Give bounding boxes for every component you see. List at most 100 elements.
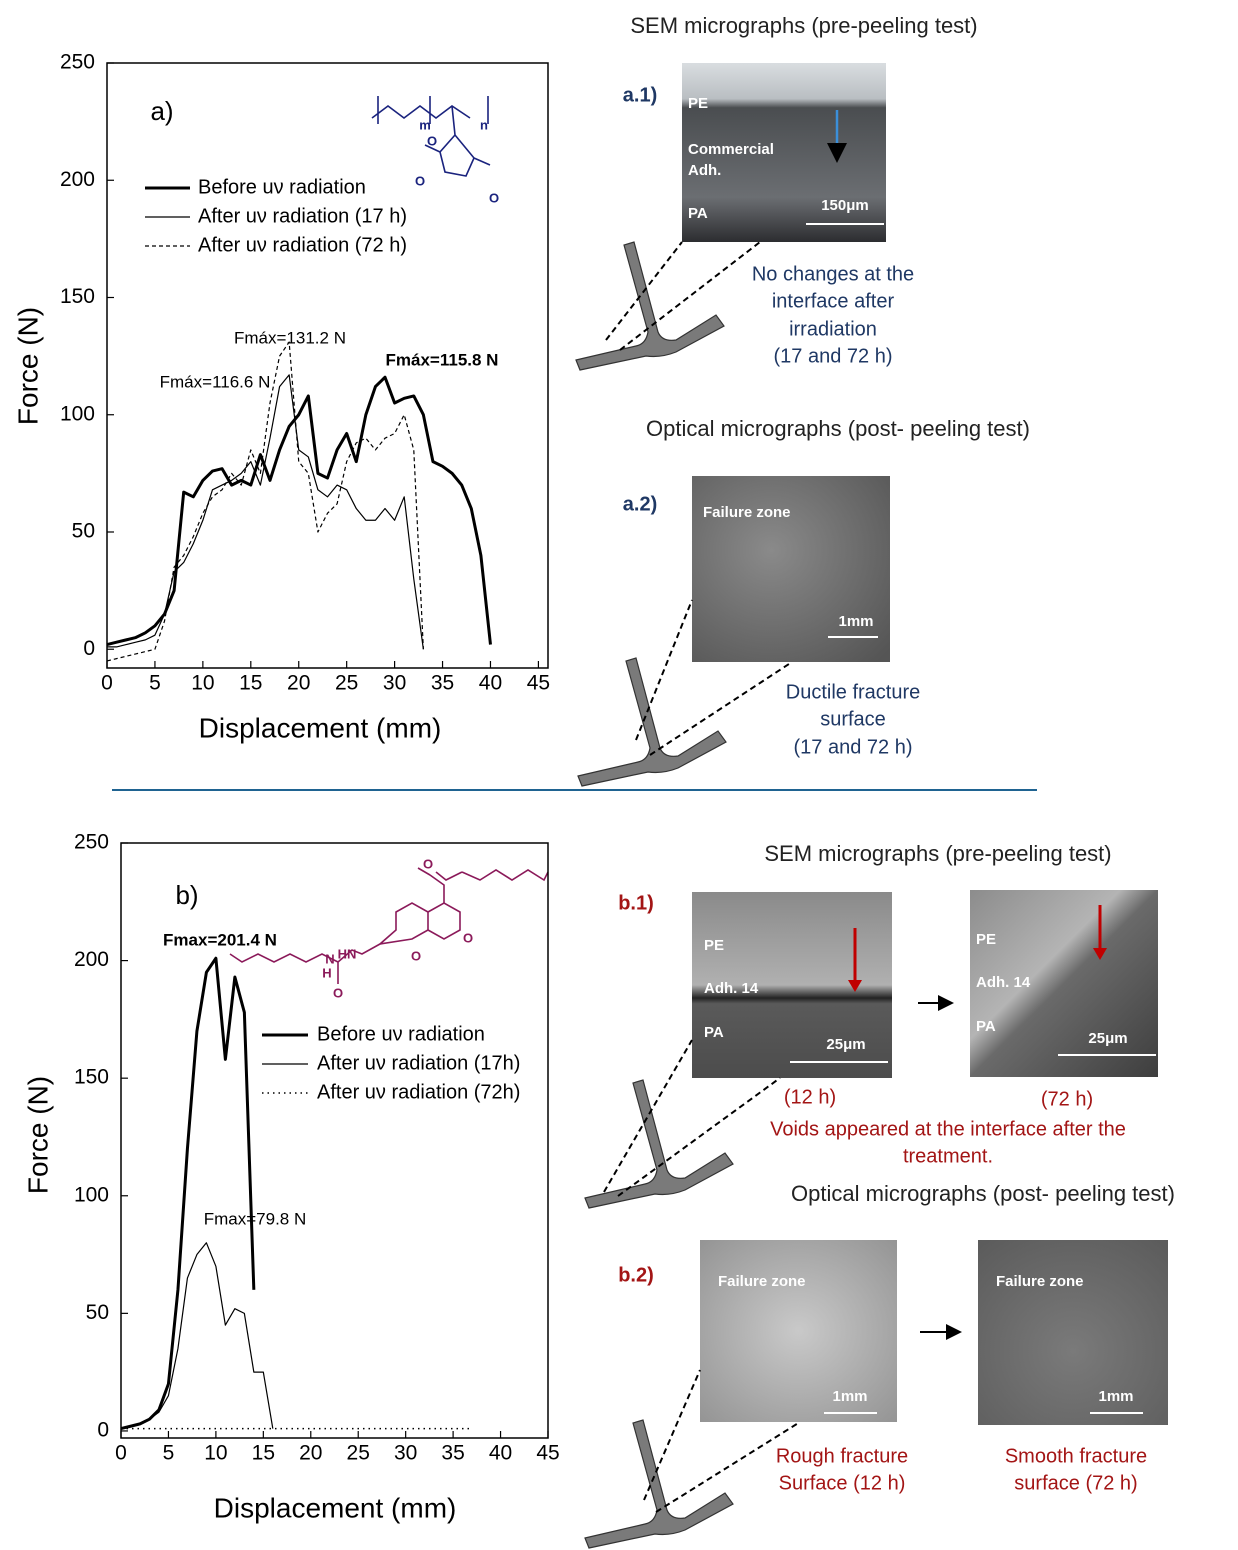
structure-atom: n xyxy=(480,117,488,132)
image-label: Adh. 14 xyxy=(976,974,1031,991)
panel-tag: b.1) xyxy=(618,892,654,914)
peel-schematic xyxy=(585,1420,733,1548)
panel-tag: a.2) xyxy=(623,493,657,515)
image-label: PE xyxy=(688,95,708,112)
scale-label: 1mm xyxy=(1098,1388,1133,1405)
structure-atom: H xyxy=(322,965,331,980)
structure-atom: O xyxy=(333,985,343,1000)
note: surface xyxy=(820,708,886,730)
scale-label: 1mm xyxy=(838,613,873,630)
caption: (72 h) xyxy=(1041,1088,1093,1110)
section-title: Optical micrographs (post- peeling test) xyxy=(791,1181,1175,1206)
y-tick-label: 50 xyxy=(72,520,95,543)
y-tick-label: 0 xyxy=(83,637,95,660)
structure-atom: O xyxy=(489,190,499,205)
x-tick-label: 35 xyxy=(441,1442,464,1465)
image-label: Failure zone xyxy=(996,1273,1084,1290)
zoom-line xyxy=(644,1370,700,1500)
x-tick-label: 15 xyxy=(252,1442,275,1465)
x-tick-label: 25 xyxy=(335,672,358,695)
scale-label: 25μm xyxy=(826,1036,865,1053)
note: Ductile fracture xyxy=(786,681,921,703)
x-tick-label: 20 xyxy=(299,1442,322,1465)
structure-atom: N xyxy=(325,951,334,966)
x-tick-label: 0 xyxy=(101,672,113,695)
x-tick-label: 15 xyxy=(239,672,262,695)
structure-atom: O xyxy=(411,948,421,963)
x-tick-label: 40 xyxy=(489,1442,512,1465)
annotation: Fmáx=115.8 N xyxy=(386,350,499,369)
zoom-line xyxy=(606,242,682,340)
image-label: PE xyxy=(976,931,996,948)
image-label: Adh. 14 xyxy=(704,980,759,997)
y-tick-label: 0 xyxy=(97,1418,109,1441)
note: irradiation xyxy=(789,318,877,340)
section-title: SEM micrographs (pre-peeling test) xyxy=(764,841,1111,866)
note: (17 and 72 h) xyxy=(774,345,893,367)
x-tick-label: 10 xyxy=(191,672,214,695)
y-tick-label: 150 xyxy=(60,285,95,308)
image-label: PA xyxy=(704,1024,724,1041)
image-label: PA xyxy=(688,205,708,222)
page: SEM micrographs (pre-peeling test) a.1) … xyxy=(0,0,1238,1550)
legend-label: After uν radiation (17h) xyxy=(317,1052,520,1074)
zoom-line xyxy=(636,600,692,740)
image-label: Failure zone xyxy=(718,1273,806,1290)
y-axis-label: Force (N) xyxy=(22,1076,53,1194)
y-tick-label: 50 xyxy=(86,1301,109,1324)
annotation: Fmax=79.8 N xyxy=(204,1209,307,1228)
legend-label: Before uν radiation xyxy=(198,176,366,198)
structure-b xyxy=(230,868,548,984)
peel-schematic xyxy=(576,242,724,370)
x-tick-label: 25 xyxy=(347,1442,370,1465)
optical-image xyxy=(978,1240,1168,1425)
x-tick-label: 30 xyxy=(394,1442,417,1465)
note: treatment. xyxy=(903,1145,993,1167)
structure-atom: O xyxy=(415,173,425,188)
series-line xyxy=(107,377,490,644)
y-tick-label: 200 xyxy=(60,168,95,191)
series-line xyxy=(121,958,254,1428)
note: interface after xyxy=(772,290,895,312)
legend-label: After uν radiation (72h) xyxy=(317,1081,520,1103)
x-tick-label: 45 xyxy=(536,1442,559,1465)
x-tick-label: 10 xyxy=(204,1442,227,1465)
x-axis-label: Displacement (mm) xyxy=(199,712,442,743)
y-tick-label: 100 xyxy=(74,1183,109,1206)
scale-label: 1mm xyxy=(832,1388,867,1405)
y-tick-label: 250 xyxy=(74,831,109,854)
y-axis-label: Force (N) xyxy=(12,307,43,425)
annotation: Fmax=201.4 N xyxy=(163,930,277,949)
note: No changes at the xyxy=(752,263,914,285)
note: (17 and 72 h) xyxy=(794,736,913,758)
image-label: PE xyxy=(704,937,724,954)
x-tick-label: 20 xyxy=(287,672,310,695)
annotation: Fmáx=116.6 N xyxy=(160,372,271,391)
structure-atom: O xyxy=(423,856,433,871)
x-axis-label: Displacement (mm) xyxy=(214,1492,457,1523)
y-tick-label: 100 xyxy=(60,402,95,425)
x-tick-label: 40 xyxy=(479,672,502,695)
scale-label: 25μm xyxy=(1088,1030,1127,1047)
note: Voids appeared at the interface after th… xyxy=(770,1118,1126,1140)
peel-schematic xyxy=(578,658,726,786)
annotation: Fmáx=131.2 N xyxy=(234,328,346,347)
figure: SEM micrographs (pre-peeling test) a.1) … xyxy=(0,0,1238,1550)
panel-tag: b.2) xyxy=(618,1264,654,1286)
image-label: Commercial xyxy=(688,141,774,158)
y-tick-label: 200 xyxy=(74,948,109,971)
y-tick-label: 250 xyxy=(60,51,95,74)
note: Surface (12 h) xyxy=(779,1472,906,1494)
panel-label: b) xyxy=(175,880,198,910)
image-label: Failure zone xyxy=(703,504,791,521)
y-tick-label: 150 xyxy=(74,1066,109,1089)
legend-label: After uν radiation (72 h) xyxy=(198,234,407,256)
note: surface (72 h) xyxy=(1014,1472,1137,1494)
x-tick-label: 5 xyxy=(163,1442,175,1465)
structure-atom: HN xyxy=(338,946,357,961)
x-tick-label: 45 xyxy=(527,672,550,695)
x-tick-label: 5 xyxy=(149,672,161,695)
x-tick-label: 30 xyxy=(383,672,406,695)
x-tick-label: 35 xyxy=(431,672,454,695)
legend-label: Before uν radiation xyxy=(317,1023,485,1045)
